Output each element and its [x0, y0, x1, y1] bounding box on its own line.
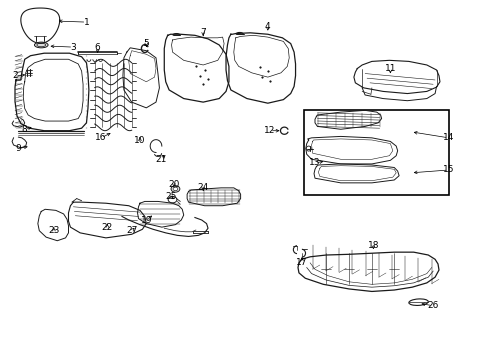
- Text: 1: 1: [83, 18, 89, 27]
- Text: 22: 22: [102, 222, 113, 231]
- Text: 27: 27: [126, 226, 137, 235]
- Text: 14: 14: [442, 133, 453, 142]
- Text: 23: 23: [48, 226, 60, 235]
- Text: 11: 11: [384, 64, 395, 73]
- Text: 15: 15: [442, 166, 453, 175]
- Text: 10: 10: [134, 136, 145, 145]
- Text: 17: 17: [296, 258, 307, 267]
- Text: 6: 6: [95, 43, 101, 52]
- Text: 4: 4: [264, 22, 270, 31]
- Text: 5: 5: [143, 39, 149, 48]
- Text: 26: 26: [427, 301, 438, 310]
- Text: 8: 8: [22, 125, 27, 134]
- Text: 16: 16: [95, 133, 106, 142]
- Bar: [303, 110, 448, 195]
- Text: 24: 24: [197, 183, 208, 192]
- Text: 12: 12: [264, 126, 275, 135]
- Text: 18: 18: [367, 240, 378, 249]
- Text: 3: 3: [70, 42, 76, 51]
- Ellipse shape: [34, 42, 48, 48]
- Text: 25: 25: [164, 192, 176, 201]
- Text: 9: 9: [16, 144, 21, 153]
- Text: 21: 21: [155, 155, 166, 164]
- Text: 19: 19: [140, 216, 152, 225]
- Text: 20: 20: [168, 180, 179, 189]
- Text: 7: 7: [200, 28, 205, 37]
- Text: 13: 13: [308, 158, 320, 167]
- Text: 2: 2: [12, 71, 18, 80]
